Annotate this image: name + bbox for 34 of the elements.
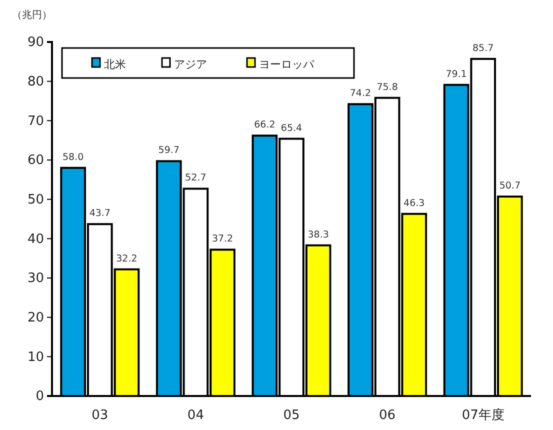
- data-label: 66.2: [254, 120, 276, 131]
- data-label: 85.7: [472, 42, 494, 54]
- data-label: 58.0: [62, 152, 84, 163]
- y-tick-label: 90: [27, 35, 44, 50]
- data-label: 50.7: [499, 180, 520, 192]
- x-tick-label: 03: [92, 408, 108, 424]
- data-label: 52.7: [185, 172, 206, 184]
- y-tick-label: 10: [27, 350, 44, 365]
- y-tick-label: 60: [27, 153, 44, 168]
- x-tick-label: 05: [283, 408, 300, 424]
- y-tick-label: 40: [27, 232, 44, 247]
- y-tick-label: 70: [27, 114, 44, 129]
- data-label: 59.7: [158, 145, 180, 156]
- legend-label: ヨーロッパ: [259, 58, 315, 71]
- data-label: 74.2: [350, 88, 372, 100]
- data-label: 43.7: [89, 208, 110, 220]
- y-axis-title: （兆円）: [12, 9, 52, 21]
- y-tick-label: 80: [27, 74, 44, 90]
- y-tick-label: 0: [36, 389, 44, 404]
- x-tick-label: 04: [187, 408, 204, 424]
- x-tick-label: 06: [379, 408, 396, 424]
- data-label: 37.2: [212, 234, 234, 245]
- y-tick-label: 50: [27, 192, 44, 208]
- data-label: 46.3: [404, 198, 425, 209]
- legend-label: 北米: [104, 58, 126, 71]
- data-label: 79.1: [446, 68, 467, 80]
- data-label: 65.4: [280, 122, 302, 134]
- data-label: 32.2: [116, 253, 138, 264]
- data-label: 75.8: [376, 82, 398, 93]
- y-tick-label: 30: [27, 271, 44, 286]
- data-label: 38.3: [308, 229, 329, 240]
- x-tick-label: 07年度: [462, 407, 504, 424]
- y-tick-label: 20: [27, 310, 44, 326]
- legend-label: アジア: [174, 58, 207, 71]
